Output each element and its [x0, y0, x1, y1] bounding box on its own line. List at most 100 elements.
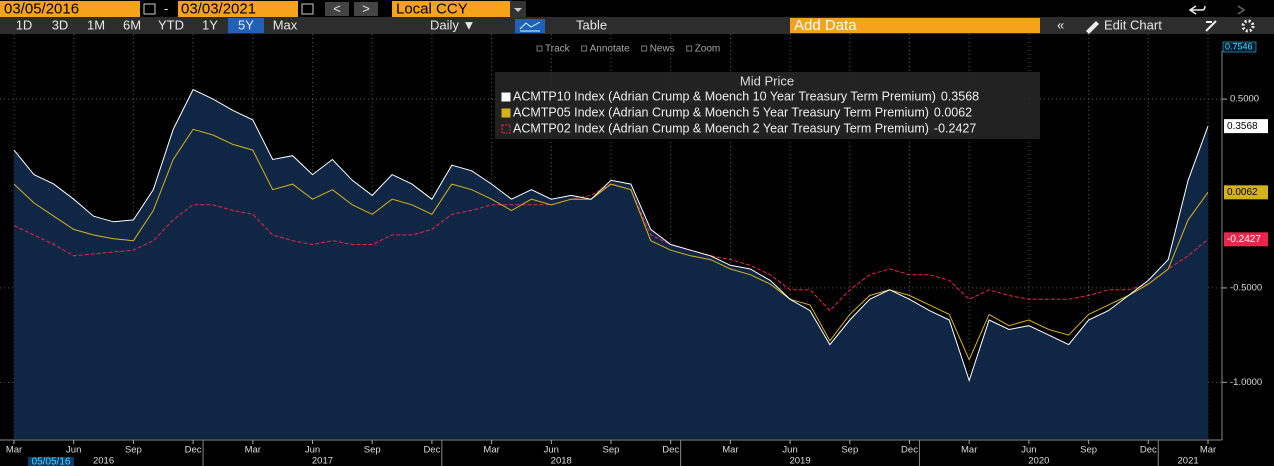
legend-value: 0.0062 [934, 105, 972, 119]
x-tick-label: Dec [662, 445, 679, 456]
x-tick-label: Jun [305, 445, 320, 456]
series-line [13, 88, 1209, 383]
last-value-label: -0.2427 [1227, 234, 1261, 245]
x-tick-label: Dec [423, 445, 440, 456]
series-line [13, 128, 1209, 361]
prev-label[interactable]: < [333, 1, 341, 16]
date-dash: - [164, 1, 168, 16]
x-tick-label: Mar [245, 445, 261, 456]
toolbar-bg [0, 0, 1274, 17]
x-tick-label: Mar [483, 445, 499, 456]
legend-swatch [501, 124, 511, 134]
x-axis: Mar Jun Sep Dec Mar Jun Sep Dec Mar Jun Sep Dec Mar J… [6, 440, 1216, 466]
legend-swatch [501, 108, 511, 118]
cursor-label-bg [28, 457, 74, 466]
legend-label: ACMTP10 Index (Adrian Crump & Moench 10 … [513, 89, 936, 103]
tool-icon[interactable] [641, 45, 648, 52]
currency-field[interactable] [392, 1, 510, 17]
tool-button[interactable]: Annotate [590, 44, 630, 55]
period-button[interactable]: 1D [16, 17, 33, 32]
legend-swatch [501, 92, 511, 102]
table-button[interactable]: Table [576, 17, 607, 32]
add-data[interactable]: Add Data [794, 17, 857, 34]
tool-button[interactable]: News [650, 44, 675, 55]
y-tick-label: -1.0000 [1230, 377, 1262, 388]
year-label: 2016 [93, 456, 114, 466]
last-value-box [1224, 232, 1268, 247]
chart-tools: Track Annotate News Zoom [536, 44, 721, 55]
y-tick-label: 0.5000 [1230, 94, 1259, 105]
period-button[interactable]: 6M [123, 17, 141, 32]
prev-button[interactable] [325, 2, 349, 16]
x-tick-label: Dec [901, 445, 918, 456]
period-button[interactable]: 3D [52, 17, 69, 32]
axis-max-label: 0.7546 [1225, 41, 1253, 51]
edit-chart-button[interactable]: Edit Chart [1104, 17, 1162, 32]
x-tick-label: Dec [185, 445, 202, 456]
add-data-field[interactable] [790, 18, 1040, 33]
start-date[interactable]: 03/05/2016 [4, 0, 79, 17]
legend-box [495, 72, 1040, 139]
legend-label: ACMTP05 Index (Adrian Crump & Moench 5 Y… [513, 105, 929, 119]
last-value-label: 0.3568 [1227, 121, 1258, 132]
next-button[interactable] [354, 2, 378, 16]
toolbar-row-bg [0, 17, 1274, 34]
cursor-date: 05/05/16 [32, 457, 71, 466]
legend-value: 0.3568 [941, 89, 979, 103]
year-label: 2018 [551, 456, 572, 466]
year-label: 2017 [312, 456, 333, 466]
calendar-icon[interactable] [143, 3, 156, 15]
x-tick-label: Jun [66, 445, 81, 456]
currency[interactable]: Local CCY [396, 0, 468, 17]
collapse-button[interactable]: « [1057, 17, 1064, 32]
x-tick-label: Dec [1140, 445, 1157, 456]
end-date-field[interactable] [178, 1, 298, 17]
toolbar-row: 1D 3D 1M 6M YTD 1Y 5Y Max Daily ▼ Table Add Data [0, 17, 1274, 34]
settings-icon[interactable] [1241, 19, 1255, 33]
dropdown-arrow [514, 8, 522, 12]
chart-icon [519, 21, 541, 32]
x-tick-label: Mar [722, 445, 738, 456]
tool-icon[interactable] [686, 45, 693, 52]
year-label: 2019 [789, 456, 810, 466]
period-button[interactable]: Max [273, 17, 298, 32]
frequency-button[interactable]: Daily ▼ [430, 17, 475, 32]
plot: 0.5000 -0.5000 -1.0000 0.7546 0.3568 0.0062 -0… [0, 34, 1268, 440]
period-button[interactable]: YTD [158, 17, 184, 32]
x-tick-label: Sep [364, 445, 381, 456]
legend-value: -0.2427 [934, 121, 976, 135]
redo-icon[interactable] [1237, 5, 1246, 15]
area [14, 89, 1208, 439]
calendar-icon[interactable] [301, 3, 314, 15]
last-value-box [1224, 119, 1268, 134]
last-value-box [1224, 185, 1268, 200]
period-button-active[interactable] [228, 18, 264, 33]
pencil-icon [1086, 21, 1099, 34]
x-axis-bg [0, 440, 1274, 466]
tool-icon[interactable] [581, 45, 588, 52]
last-value-label: 0.0062 [1227, 187, 1258, 198]
undo-icon[interactable] [1188, 5, 1206, 15]
x-tick-label: Mar [961, 445, 977, 456]
tool-button[interactable]: Zoom [695, 44, 721, 55]
start-date-field[interactable] [0, 1, 140, 17]
period-button[interactable]: 1Y [202, 17, 218, 32]
legend-label: ACMTP02 Index (Adrian Crump & Moench 2 Y… [513, 121, 929, 135]
period-button[interactable]: 5Y [238, 17, 254, 32]
x-tick-label: Sep [1080, 445, 1097, 456]
tool-button[interactable]: Track [545, 44, 571, 55]
x-tick-label: Jun [782, 445, 797, 456]
expand-icon[interactable] [1205, 20, 1217, 32]
period-button[interactable]: 1M [87, 17, 105, 32]
x-tick-label: Sep [125, 445, 142, 456]
x-tick-label: Sep [841, 445, 858, 456]
axis-max-box [1222, 41, 1257, 53]
y-tick-label: -0.5000 [1230, 282, 1262, 293]
x-tick-label: Jun [1021, 445, 1036, 456]
tool-icon[interactable] [536, 45, 543, 52]
x-tick-label: Mar [6, 445, 22, 456]
x-tick-label: Mar [1200, 445, 1216, 456]
next-label[interactable]: > [362, 1, 370, 16]
end-date[interactable]: 03/03/2021 [181, 0, 256, 17]
